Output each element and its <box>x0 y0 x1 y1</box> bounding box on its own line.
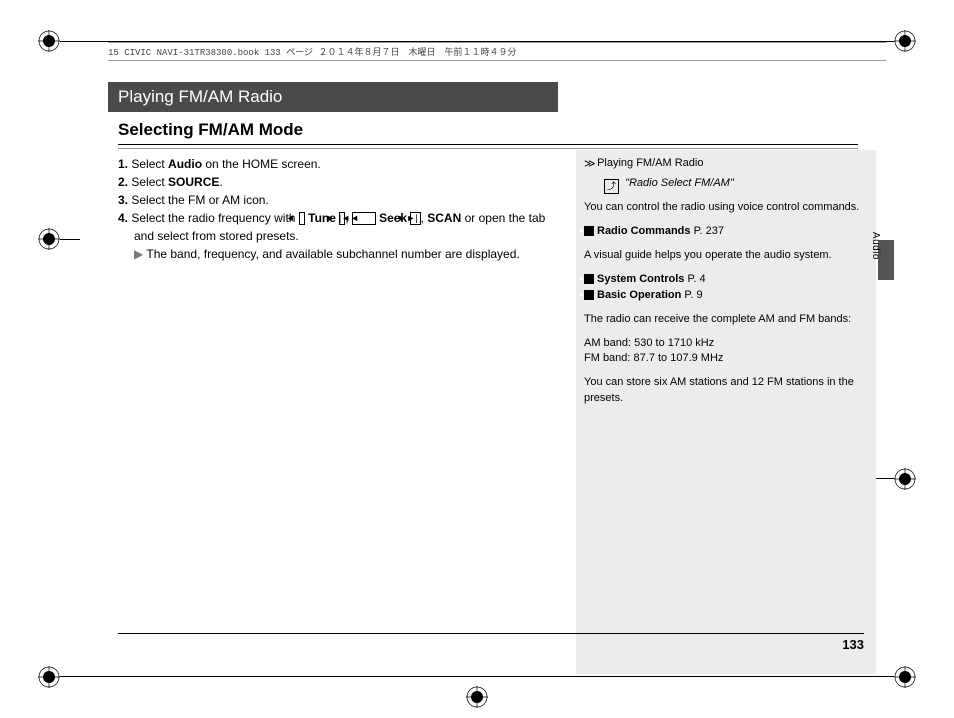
step-4-sub: ▶ The band, frequency, and available sub… <box>118 245 558 263</box>
side-band-am: AM band: 530 to 1710 kHz <box>584 336 868 352</box>
side-link-system-controls: ▸System Controls P. 4 <box>584 272 868 288</box>
step-number: 1. <box>118 157 128 171</box>
link-page: P. 4 <box>687 273 705 285</box>
seek-prev-icon: |◄◄ <box>352 212 376 225</box>
scan-label: SCAN <box>427 211 461 225</box>
link-label: System Controls <box>597 273 684 285</box>
registration-mark-icon <box>894 666 916 688</box>
link-page: P. 9 <box>684 289 702 301</box>
step-text: Select <box>131 157 168 171</box>
link-label: Basic Operation <box>597 289 681 301</box>
step-1: 1. Select Audio on the HOME screen. <box>118 155 558 173</box>
registration-mark-icon <box>38 30 60 52</box>
side-link-radio-commands: ▸Radio Commands P. 237 <box>584 224 868 240</box>
step-2: 2. Select SOURCE. <box>118 173 558 191</box>
crop-line-ml <box>60 239 80 240</box>
title-rule <box>118 144 858 145</box>
step-text: . <box>219 175 222 189</box>
step-text: Select the radio frequency with <box>131 211 298 225</box>
voice-icon: ⤴ <box>604 179 619 194</box>
step-emph: SOURCE <box>168 175 219 189</box>
section-tab-label: Audio <box>870 232 881 260</box>
step-text: on the HOME screen. <box>202 157 321 171</box>
side-band-fm: FM band: 87.7 to 107.9 MHz <box>584 351 868 367</box>
link-label: Radio Commands <box>597 225 691 237</box>
crop-line-mr <box>874 478 894 479</box>
subsection-title: Selecting FM/AM Mode <box>118 120 303 140</box>
title-rule-thin <box>118 148 858 149</box>
step-3: 3. Select the FM or AM icon. <box>118 191 558 209</box>
crop-line-bottom <box>60 676 894 677</box>
step-text: Select the FM or AM icon. <box>131 193 268 207</box>
registration-mark-icon <box>38 666 60 688</box>
step-4: 4. Select the radio frequency with ◄ Tun… <box>118 209 558 245</box>
step-sub-text: The band, frequency, and available subch… <box>146 247 519 261</box>
print-header: 15 CIVIC NAVI-31TR38300.book 133 ページ ２０１… <box>108 42 886 61</box>
manual-page: 15 CIVIC NAVI-31TR38300.book 133 ページ ２０１… <box>0 0 954 718</box>
step-emph: Audio <box>168 157 202 171</box>
step-number: 4. <box>118 211 128 225</box>
side-heading: ≫ Playing FM/AM Radio <box>584 156 868 172</box>
page-number: 133 <box>842 637 864 652</box>
link-icon: ▸ <box>584 290 594 300</box>
step-number: 3. <box>118 193 128 207</box>
side-heading-text: Playing FM/AM Radio <box>597 157 703 169</box>
main-content: 1. Select Audio on the HOME screen. 2. S… <box>118 155 558 263</box>
registration-mark-icon <box>466 686 488 708</box>
page-number-rule <box>118 633 864 634</box>
link-icon: ▸ <box>584 226 594 236</box>
voice-command-row: ⤴ "Radio Select FM/AM" <box>584 176 868 192</box>
side-paragraph: You can store six AM stations and 12 FM … <box>584 375 868 407</box>
link-page: P. 237 <box>694 225 724 237</box>
step-text: Select <box>131 175 168 189</box>
registration-mark-icon <box>38 228 60 250</box>
section-title-bar: Playing FM/AM Radio <box>108 82 558 112</box>
tune-left-icon: ◄ <box>299 212 305 225</box>
side-column: ≫ Playing FM/AM Radio ⤴ "Radio Select FM… <box>576 150 876 674</box>
triangle-icon: ▶ <box>134 247 143 261</box>
side-paragraph: A visual guide helps you operate the aud… <box>584 248 868 264</box>
side-paragraph: You can control the radio using voice co… <box>584 200 868 216</box>
side-link-basic-operation: ▸Basic Operation P. 9 <box>584 288 868 304</box>
link-icon: ▸ <box>584 274 594 284</box>
chevron-icon: ≫ <box>584 157 594 167</box>
step-number: 2. <box>118 175 128 189</box>
registration-mark-icon <box>894 468 916 490</box>
registration-mark-icon <box>894 30 916 52</box>
voice-command-text: "Radio Select FM/AM" <box>625 177 734 189</box>
side-paragraph: The radio can receive the complete AM an… <box>584 312 868 328</box>
seek-next-icon: ►►| <box>410 212 420 225</box>
